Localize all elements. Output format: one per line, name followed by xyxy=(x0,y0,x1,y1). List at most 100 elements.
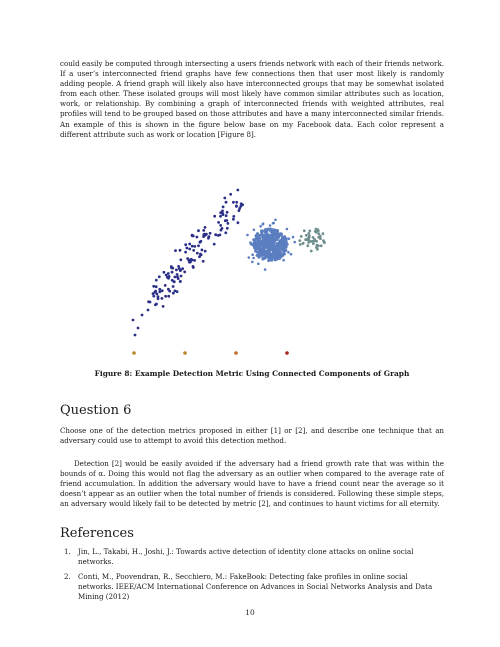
graph-node-steel xyxy=(256,245,260,249)
reference-text: Conti, M., Poovendran, R., Secchiero, M.… xyxy=(78,572,433,602)
graph-node-navy xyxy=(170,266,173,270)
graph-node-navy xyxy=(225,210,229,214)
graph-node-navy xyxy=(212,242,216,246)
graph-node-steel xyxy=(262,242,266,246)
graph-node-sage xyxy=(302,229,306,233)
graph-node-steel xyxy=(278,240,281,244)
graph-node-steel xyxy=(283,242,287,246)
graph-node-navy xyxy=(177,265,180,268)
graph-node-steel xyxy=(283,235,287,239)
graph-node-navy xyxy=(225,226,229,230)
graph-node-steel xyxy=(289,252,293,256)
graph-node-navy xyxy=(214,233,218,237)
friend-graph-figure xyxy=(131,188,326,355)
graph-node-navy xyxy=(217,221,220,224)
page-number: 10 xyxy=(245,608,255,617)
graph-node-steel xyxy=(257,262,260,266)
graph-node-navy xyxy=(156,297,160,301)
graph-node-steel xyxy=(251,260,254,264)
graph-node-navy xyxy=(146,308,150,312)
graph-node-steel xyxy=(293,240,296,244)
graph-node-navy xyxy=(167,276,170,280)
references-heading: References xyxy=(60,526,134,541)
graph-node-navy xyxy=(168,289,172,293)
graph-node-navy xyxy=(198,255,201,259)
graph-node-navy xyxy=(218,233,222,237)
graph-node-navy xyxy=(164,273,168,277)
graph-node-sage xyxy=(304,233,308,237)
graph-node-steel xyxy=(284,248,288,252)
graph-node-steel xyxy=(249,241,252,244)
graph-node-navy xyxy=(232,215,236,218)
graph-node-navy xyxy=(225,219,229,222)
graph-node-navy xyxy=(199,239,203,243)
graph-node-navy xyxy=(188,260,191,264)
graph-node-steel xyxy=(270,258,274,262)
graph-node-navy xyxy=(191,234,195,238)
graph-node-steel xyxy=(267,234,270,238)
graph-node-navy xyxy=(175,273,179,276)
graph-node-navy xyxy=(184,243,188,247)
graph-node-steel xyxy=(278,244,282,248)
graph-node-steel xyxy=(257,235,261,239)
graph-node-steel xyxy=(268,243,272,247)
graph-node-navy xyxy=(154,303,157,307)
graph-node-navy xyxy=(238,207,242,210)
graph-node-steel xyxy=(265,229,269,233)
graph-node-sage xyxy=(321,232,325,236)
graph-node-steel xyxy=(261,222,265,225)
graph-node-navy xyxy=(154,285,158,289)
graph-node-navy xyxy=(232,200,235,204)
graph-node-navy xyxy=(154,289,158,293)
graph-node-navy xyxy=(219,224,223,227)
graph-node-sage xyxy=(311,236,315,239)
graph-node-navy xyxy=(221,209,224,213)
graph-node-navy xyxy=(164,294,167,298)
graph-node-sage xyxy=(316,229,320,233)
graph-node-navy xyxy=(184,250,187,254)
graph-node-sage xyxy=(307,238,311,242)
graph-node-navy xyxy=(167,294,171,298)
graph-node-steel xyxy=(270,240,274,244)
graph-node-navy xyxy=(131,318,135,322)
graph-node-steel xyxy=(269,234,273,238)
graph-node-navy xyxy=(221,205,225,209)
graph-node-steel xyxy=(281,239,285,243)
graph-node-steel xyxy=(275,256,279,260)
graph-node-navy xyxy=(179,258,183,262)
question-6-heading: Question 6 xyxy=(60,403,132,418)
graph-node-steel xyxy=(263,268,267,271)
graph-node-steel xyxy=(259,225,262,228)
graph-node-navy xyxy=(162,270,166,274)
graph-node-steel xyxy=(266,240,270,244)
graph-node-navy xyxy=(161,305,165,308)
graph-node-navy xyxy=(193,259,196,262)
graph-node-sage xyxy=(312,242,315,245)
graph-node-steel xyxy=(279,233,283,237)
graph-node-steel xyxy=(260,243,264,247)
graph-node-steel xyxy=(280,247,284,251)
graph-node-steel xyxy=(257,252,261,256)
graph-node-steel xyxy=(269,229,273,233)
graph-node-navy xyxy=(220,227,224,230)
graph-node-navy xyxy=(197,244,200,248)
graph-node-navy xyxy=(213,214,217,218)
graph-node-navy xyxy=(154,278,158,282)
graph-node-steel xyxy=(251,253,254,256)
graph-node-steel xyxy=(285,227,289,231)
graph-node-sage xyxy=(304,238,307,241)
graph-node-sage xyxy=(309,240,313,243)
graph-node-navy xyxy=(152,294,156,298)
reference-number: 1. xyxy=(64,547,71,556)
question-6-prompt: Choose one of the detection metrics prop… xyxy=(60,426,444,446)
graph-node-navy xyxy=(152,284,156,288)
graph-node-steel xyxy=(273,228,277,232)
graph-node-steel xyxy=(278,256,282,259)
graph-node-steel xyxy=(259,248,263,252)
graph-node-steel xyxy=(270,246,273,249)
graph-node-steel xyxy=(268,257,271,260)
graph-node-navy xyxy=(163,284,167,287)
graph-node-navy xyxy=(235,200,239,204)
graph-node-navy xyxy=(140,313,144,317)
graph-node-steel xyxy=(277,232,281,236)
